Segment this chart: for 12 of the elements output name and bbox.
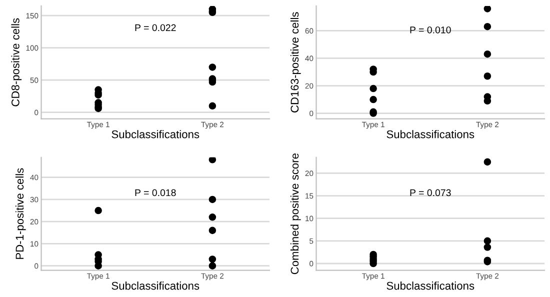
x-axis-title: Subclassifications	[386, 282, 474, 290]
y-axis-title: CD163-positive cells	[290, 12, 301, 112]
x-axis-title: Subclassifications	[112, 282, 200, 290]
y-axis-title: Combined positive score	[290, 154, 301, 274]
x-axis-title: Subclassifications	[112, 130, 200, 138]
annotation: P = 0.022	[135, 24, 176, 32]
x-axis-title: Subclassifications	[386, 130, 474, 138]
annotation: P = 0.073	[410, 189, 451, 196]
annotation: P = 0.018	[135, 189, 176, 196]
y-axis-title: CD8-positive cells	[11, 18, 22, 106]
y-axis-title: PD-1-positive cells	[15, 168, 26, 259]
annotation: P = 0.010	[410, 26, 451, 34]
